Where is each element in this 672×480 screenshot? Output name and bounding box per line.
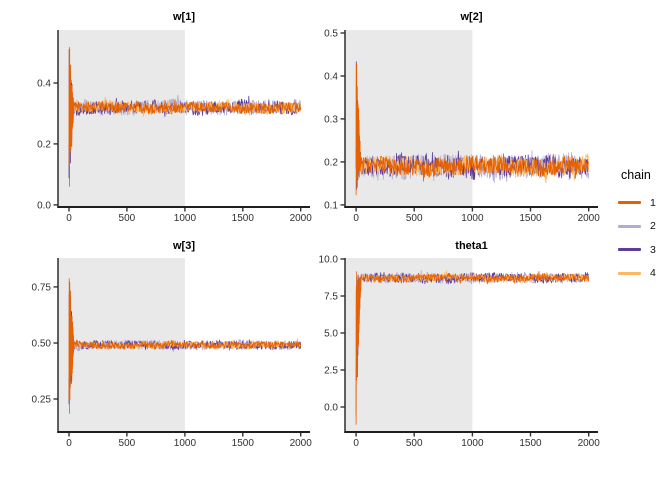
panel-theta1: 0 500 1000 1500 2000 0.0 2.5 5.0 7.5 10.0 theta1 [319, 240, 601, 449]
y-tick-label: 7.5 [324, 292, 338, 303]
x-tick-label: 1000 [174, 438, 197, 449]
legend-line-swatch [618, 271, 641, 275]
x-tick-label: 2000 [578, 213, 601, 224]
y-tick-label: 0.1 [324, 200, 338, 211]
x-tick-label: 1000 [461, 213, 484, 224]
panel-title: theta1 [455, 240, 487, 252]
x-tick-label: 1500 [232, 213, 255, 224]
x-tick-label: 1000 [461, 438, 484, 449]
y-tick-label: 0.50 [32, 339, 52, 350]
x-tick-label: 500 [406, 438, 423, 449]
legend-line-swatch [618, 248, 641, 252]
x-tick-label: 2000 [290, 213, 313, 224]
x-tick-label: 500 [119, 438, 136, 449]
legend-item-chain-4: 4 [618, 262, 656, 286]
legend-item-label: 3 [650, 243, 656, 256]
y-tick-label: 0.75 [32, 282, 52, 293]
trace-chain-1 [68, 46, 302, 187]
x-tick-label: 2000 [290, 438, 313, 449]
panel-w[2]: 0 500 1000 1500 2000 0.1 0.2 0.3 0.4 0.5 w[2] [324, 11, 600, 224]
legend-item-chain-1: 1 [618, 191, 656, 215]
legend-item-label: 1 [650, 196, 656, 209]
warmup-region [345, 258, 473, 432]
x-tick-label: 500 [406, 213, 423, 224]
legend-item-label: 2 [650, 220, 656, 233]
warmup-region [58, 30, 185, 207]
x-tick-label: 1000 [174, 213, 197, 224]
y-tick-label: 0.4 [37, 79, 51, 90]
legend-item-chain-3: 3 [618, 238, 656, 262]
y-tick-label: 0.3 [324, 114, 338, 125]
x-tick-label: 0 [353, 213, 359, 224]
legend-item-chain-2: 2 [618, 215, 656, 239]
y-tick-label: 0.2 [37, 139, 51, 150]
y-tick-label: 0.4 [324, 72, 338, 83]
legend-line-swatch [618, 201, 641, 205]
y-tick-label: 0.0 [324, 403, 338, 414]
trace-chain-1 [355, 270, 590, 425]
x-tick-label: 0 [66, 213, 72, 224]
legend-line-swatch [618, 224, 641, 228]
x-tick-label: 0 [353, 438, 359, 449]
warmup-region [345, 30, 473, 207]
panel-w[3]: 0 500 1000 1500 2000 0.25 0.50 0.75 w[3] [32, 240, 313, 449]
chain-legend: chain 1 2 3 4 [618, 168, 656, 285]
x-tick-label: 2000 [578, 438, 601, 449]
x-tick-label: 1500 [519, 213, 542, 224]
x-tick-label: 1500 [232, 438, 255, 449]
y-tick-label: 10.0 [319, 255, 339, 266]
x-tick-label: 1500 [519, 438, 542, 449]
legend-items: 1 2 3 4 [618, 191, 656, 285]
legend-item-label: 4 [650, 267, 656, 280]
panel-w[1]: 0 500 1000 1500 2000 0.0 0.2 0.4 w[1] [37, 11, 312, 224]
legend-title: chain [621, 168, 651, 182]
y-tick-label: 0.25 [32, 395, 52, 406]
panel-title: w[3] [172, 240, 195, 252]
y-tick-label: 5.0 [324, 329, 338, 340]
x-tick-label: 500 [119, 213, 136, 224]
panel-title: w[2] [460, 11, 483, 23]
panel-title: w[1] [172, 11, 195, 23]
y-tick-label: 0.2 [324, 157, 338, 168]
y-tick-label: 2.5 [324, 366, 338, 377]
y-tick-label: 0.5 [324, 29, 338, 40]
trace-chain-4 [355, 270, 590, 369]
x-tick-label: 0 [66, 438, 72, 449]
trace-chain-1 [355, 64, 590, 196]
y-tick-label: 0.0 [37, 200, 51, 211]
trace-chain-1 [68, 278, 302, 414]
